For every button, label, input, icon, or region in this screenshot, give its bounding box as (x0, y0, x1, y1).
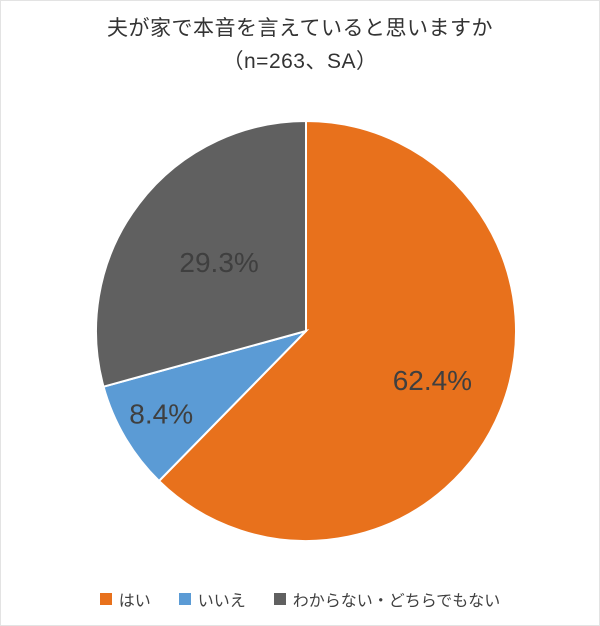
legend-label: いいえ (197, 593, 246, 610)
chart-subtitle: （n=263、SA） (222, 49, 378, 73)
chart-title: 夫が家で本音を言えていると思いますか (107, 17, 493, 40)
pie-slice-0 (157, 119, 517, 542)
title-block: 夫が家で本音を言えていると思いますか （n=263、SA） (1, 13, 599, 77)
slice-label-2: 29.3% (179, 247, 258, 278)
legend-marker-icon (99, 593, 112, 605)
legend-label: はい (118, 593, 151, 610)
pie-chart: 62.4% 8.4% 29.3% (95, 119, 517, 542)
slice-label-1: 8.4% (129, 399, 193, 430)
pie-slice-1 (102, 329, 310, 483)
legend-marker-icon (178, 593, 191, 605)
pie-wrap: 62.4% 8.4% 29.3% (86, 111, 526, 551)
legend-item-2: わからない・どちらでもない (273, 587, 501, 611)
pie-slice-2 (95, 119, 307, 388)
legend-item-0: はい (99, 587, 151, 611)
legend-marker-icon (273, 593, 286, 605)
legend-label: わからない・どちらでもない (292, 593, 501, 610)
legend: はい いいえ わからない・どちらでもない (1, 587, 599, 611)
legend-item-1: いいえ (178, 587, 246, 611)
slice-label-0: 62.4% (393, 365, 472, 396)
